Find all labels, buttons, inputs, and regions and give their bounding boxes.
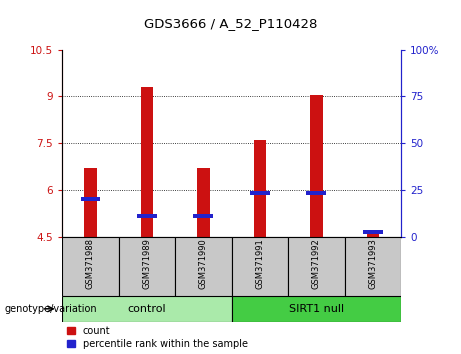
Text: GSM371991: GSM371991 bbox=[255, 238, 265, 289]
Text: genotype/variation: genotype/variation bbox=[5, 304, 97, 314]
Bar bbox=[310, 95, 323, 237]
Text: GSM371993: GSM371993 bbox=[368, 238, 378, 289]
Bar bbox=[175, 237, 231, 296]
Text: GSM371988: GSM371988 bbox=[86, 238, 95, 289]
Bar bbox=[307, 192, 326, 195]
Bar bbox=[84, 169, 97, 237]
Bar bbox=[250, 191, 270, 195]
Bar bbox=[62, 237, 118, 296]
Text: GDS3666 / A_52_P110428: GDS3666 / A_52_P110428 bbox=[144, 17, 317, 30]
Bar bbox=[118, 237, 175, 296]
Bar bbox=[254, 140, 266, 237]
Bar bbox=[344, 237, 401, 296]
Bar bbox=[62, 296, 231, 322]
Bar bbox=[231, 237, 288, 296]
Bar bbox=[81, 197, 100, 201]
Bar bbox=[141, 87, 153, 237]
Legend: count, percentile rank within the sample: count, percentile rank within the sample bbox=[67, 326, 248, 349]
Text: GSM371989: GSM371989 bbox=[142, 238, 152, 289]
Text: GSM371990: GSM371990 bbox=[199, 238, 208, 289]
Text: GSM371992: GSM371992 bbox=[312, 238, 321, 289]
Bar bbox=[363, 229, 383, 234]
Bar bbox=[366, 233, 379, 237]
Bar bbox=[137, 214, 157, 218]
Bar bbox=[197, 169, 210, 237]
Bar bbox=[288, 237, 344, 296]
Text: SIRT1 null: SIRT1 null bbox=[289, 304, 344, 314]
Text: control: control bbox=[128, 304, 166, 314]
Bar bbox=[231, 296, 401, 322]
Bar bbox=[194, 214, 213, 218]
